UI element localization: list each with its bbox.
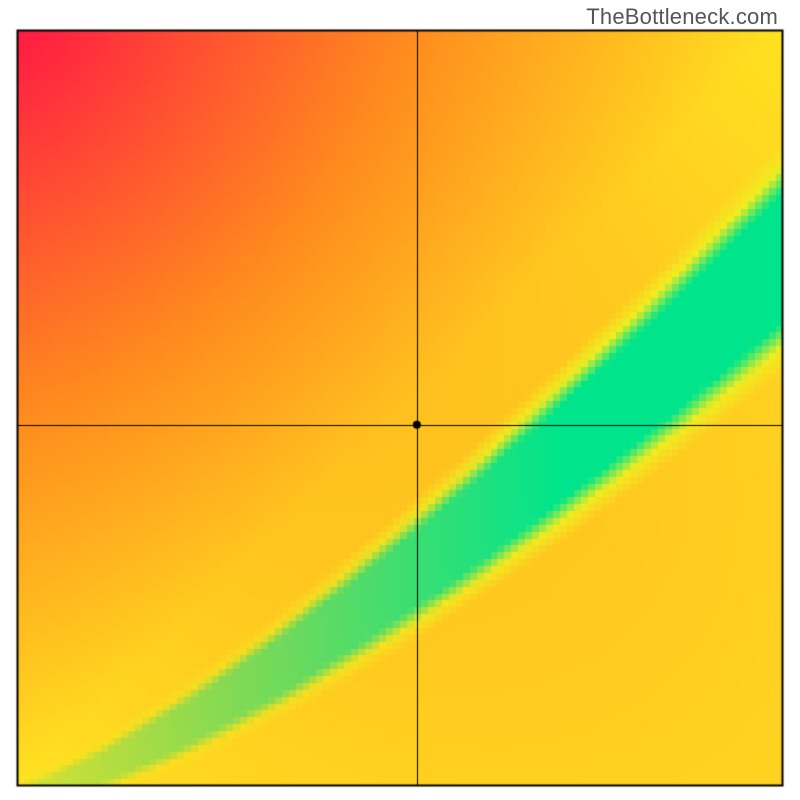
chart-container: TheBottleneck.com — [0, 0, 800, 800]
bottleneck-heatmap — [0, 0, 800, 800]
watermark-text: TheBottleneck.com — [586, 4, 778, 30]
